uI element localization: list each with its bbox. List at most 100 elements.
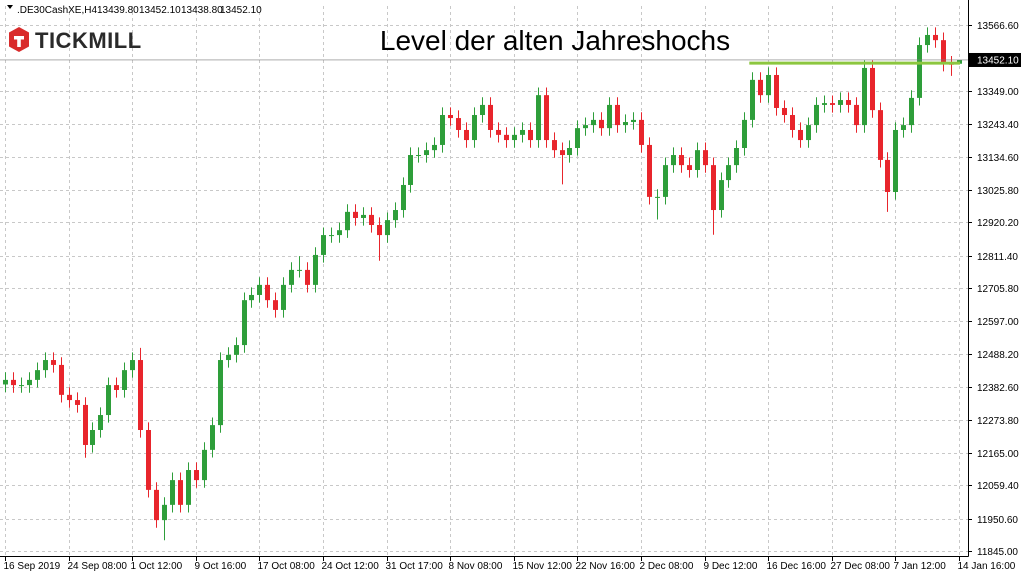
candle-body [862, 67, 867, 126]
y-tick-label: 12059.40 [977, 481, 1019, 492]
candle-body [671, 155, 676, 166]
y-tick-label: 12273.80 [977, 416, 1019, 427]
candle-body [655, 196, 660, 198]
candle-body [281, 284, 286, 310]
candle-body [631, 119, 636, 123]
candle-body [790, 115, 795, 130]
candle-body [226, 354, 231, 361]
y-tick-label: 11950.60 [977, 515, 1018, 526]
candle-body [480, 104, 485, 116]
candles [3, 27, 962, 541]
candle-body [122, 370, 127, 390]
candle-body [464, 129, 469, 141]
candle-body [19, 385, 24, 387]
candle-body [878, 110, 883, 160]
candle-body [448, 115, 453, 119]
candle-body [583, 125, 588, 129]
candle-body [782, 107, 787, 116]
candle-body [393, 210, 398, 221]
candle-body [615, 104, 620, 126]
x-tick-label: 16 Sep 2019 [4, 561, 61, 572]
x-tick-label: 24 Oct 12:00 [322, 561, 380, 572]
candle-body [496, 129, 501, 135]
candle-body [838, 100, 843, 105]
candle-body [560, 150, 565, 156]
candle-body [257, 284, 262, 295]
candle-body [337, 230, 342, 236]
candle-body [369, 214, 374, 225]
candle-body [766, 74, 771, 96]
candle-body [329, 235, 334, 237]
candle-body [408, 155, 413, 185]
candle-body [758, 79, 763, 96]
x-tick-label: 31 Oct 17:00 [386, 561, 444, 572]
candle-body [893, 129, 898, 193]
candle-body [623, 122, 628, 126]
candle-body [234, 345, 239, 355]
candle-body [51, 360, 56, 365]
current-price-label: 13452.10 [977, 55, 1019, 66]
candle-body [695, 150, 700, 171]
x-tick-label: 17 Oct 08:00 [258, 561, 316, 572]
candle-body [90, 430, 95, 445]
y-tick-label: 11845.00 [977, 547, 1018, 558]
x-tick-label: 27 Dec 08:00 [831, 561, 891, 572]
candle-body [536, 95, 541, 141]
candle-body [83, 404, 88, 445]
y-tick-label: 12705.80 [977, 284, 1019, 295]
candle-body [750, 79, 755, 120]
candle-body [202, 449, 207, 481]
candle-body [178, 480, 183, 505]
candle-body [3, 379, 8, 385]
candle-body [162, 504, 167, 521]
candle-body [854, 104, 859, 126]
candle-body [607, 104, 612, 129]
candle-body [170, 480, 175, 505]
candle-body [106, 385, 111, 416]
candle-body [59, 364, 64, 395]
candle-body [186, 470, 191, 505]
candle-body [353, 211, 358, 218]
x-tick-label: 22 Nov 16:00 [576, 561, 636, 572]
y-tick-label: 12811.40 [977, 252, 1018, 263]
candle-body [114, 385, 119, 390]
candle-body [901, 125, 906, 130]
candle-body [870, 67, 875, 111]
candle-body [687, 165, 692, 171]
candle-body [456, 118, 461, 130]
logo-icon-mark [14, 36, 24, 47]
candle-body [711, 165, 716, 211]
candle-body [933, 34, 938, 41]
candle-body [313, 254, 318, 285]
x-tick-label: 15 Nov 12:00 [513, 561, 573, 572]
header-close: 13452.10 [220, 5, 262, 16]
x-tick-label: 1 Oct 12:00 [131, 561, 183, 572]
x-tick-label: 14 Jan 16:00 [958, 561, 1016, 572]
candle-body [679, 155, 684, 166]
candle-body [321, 235, 326, 255]
current-price-tag [969, 52, 1021, 67]
x-tick-label: 8 Nov 08:00 [449, 561, 503, 572]
x-tick-label: 9 Oct 16:00 [195, 561, 247, 572]
candle-body [289, 269, 294, 285]
candle-body [544, 95, 549, 141]
candle-body [504, 134, 509, 141]
candle-body [432, 144, 437, 151]
candle-body [130, 360, 135, 371]
candle-body [75, 400, 80, 405]
candle-body [146, 430, 151, 490]
candle-body [416, 155, 421, 157]
candle-body [210, 425, 215, 450]
candle-body [218, 360, 223, 426]
candle-body [726, 165, 731, 181]
candle-body [663, 165, 668, 197]
x-tick-label: 9 Dec 12:00 [704, 561, 758, 572]
x-tick-label: 2 Dec 08:00 [640, 561, 694, 572]
candle-body [472, 115, 477, 141]
y-tick-label: 12382.60 [977, 383, 1019, 394]
candle-body [567, 148, 572, 156]
candle-body [385, 220, 390, 236]
candle-body [846, 100, 851, 105]
header-open: 13439.80 [97, 5, 139, 16]
candle-body [647, 144, 652, 197]
